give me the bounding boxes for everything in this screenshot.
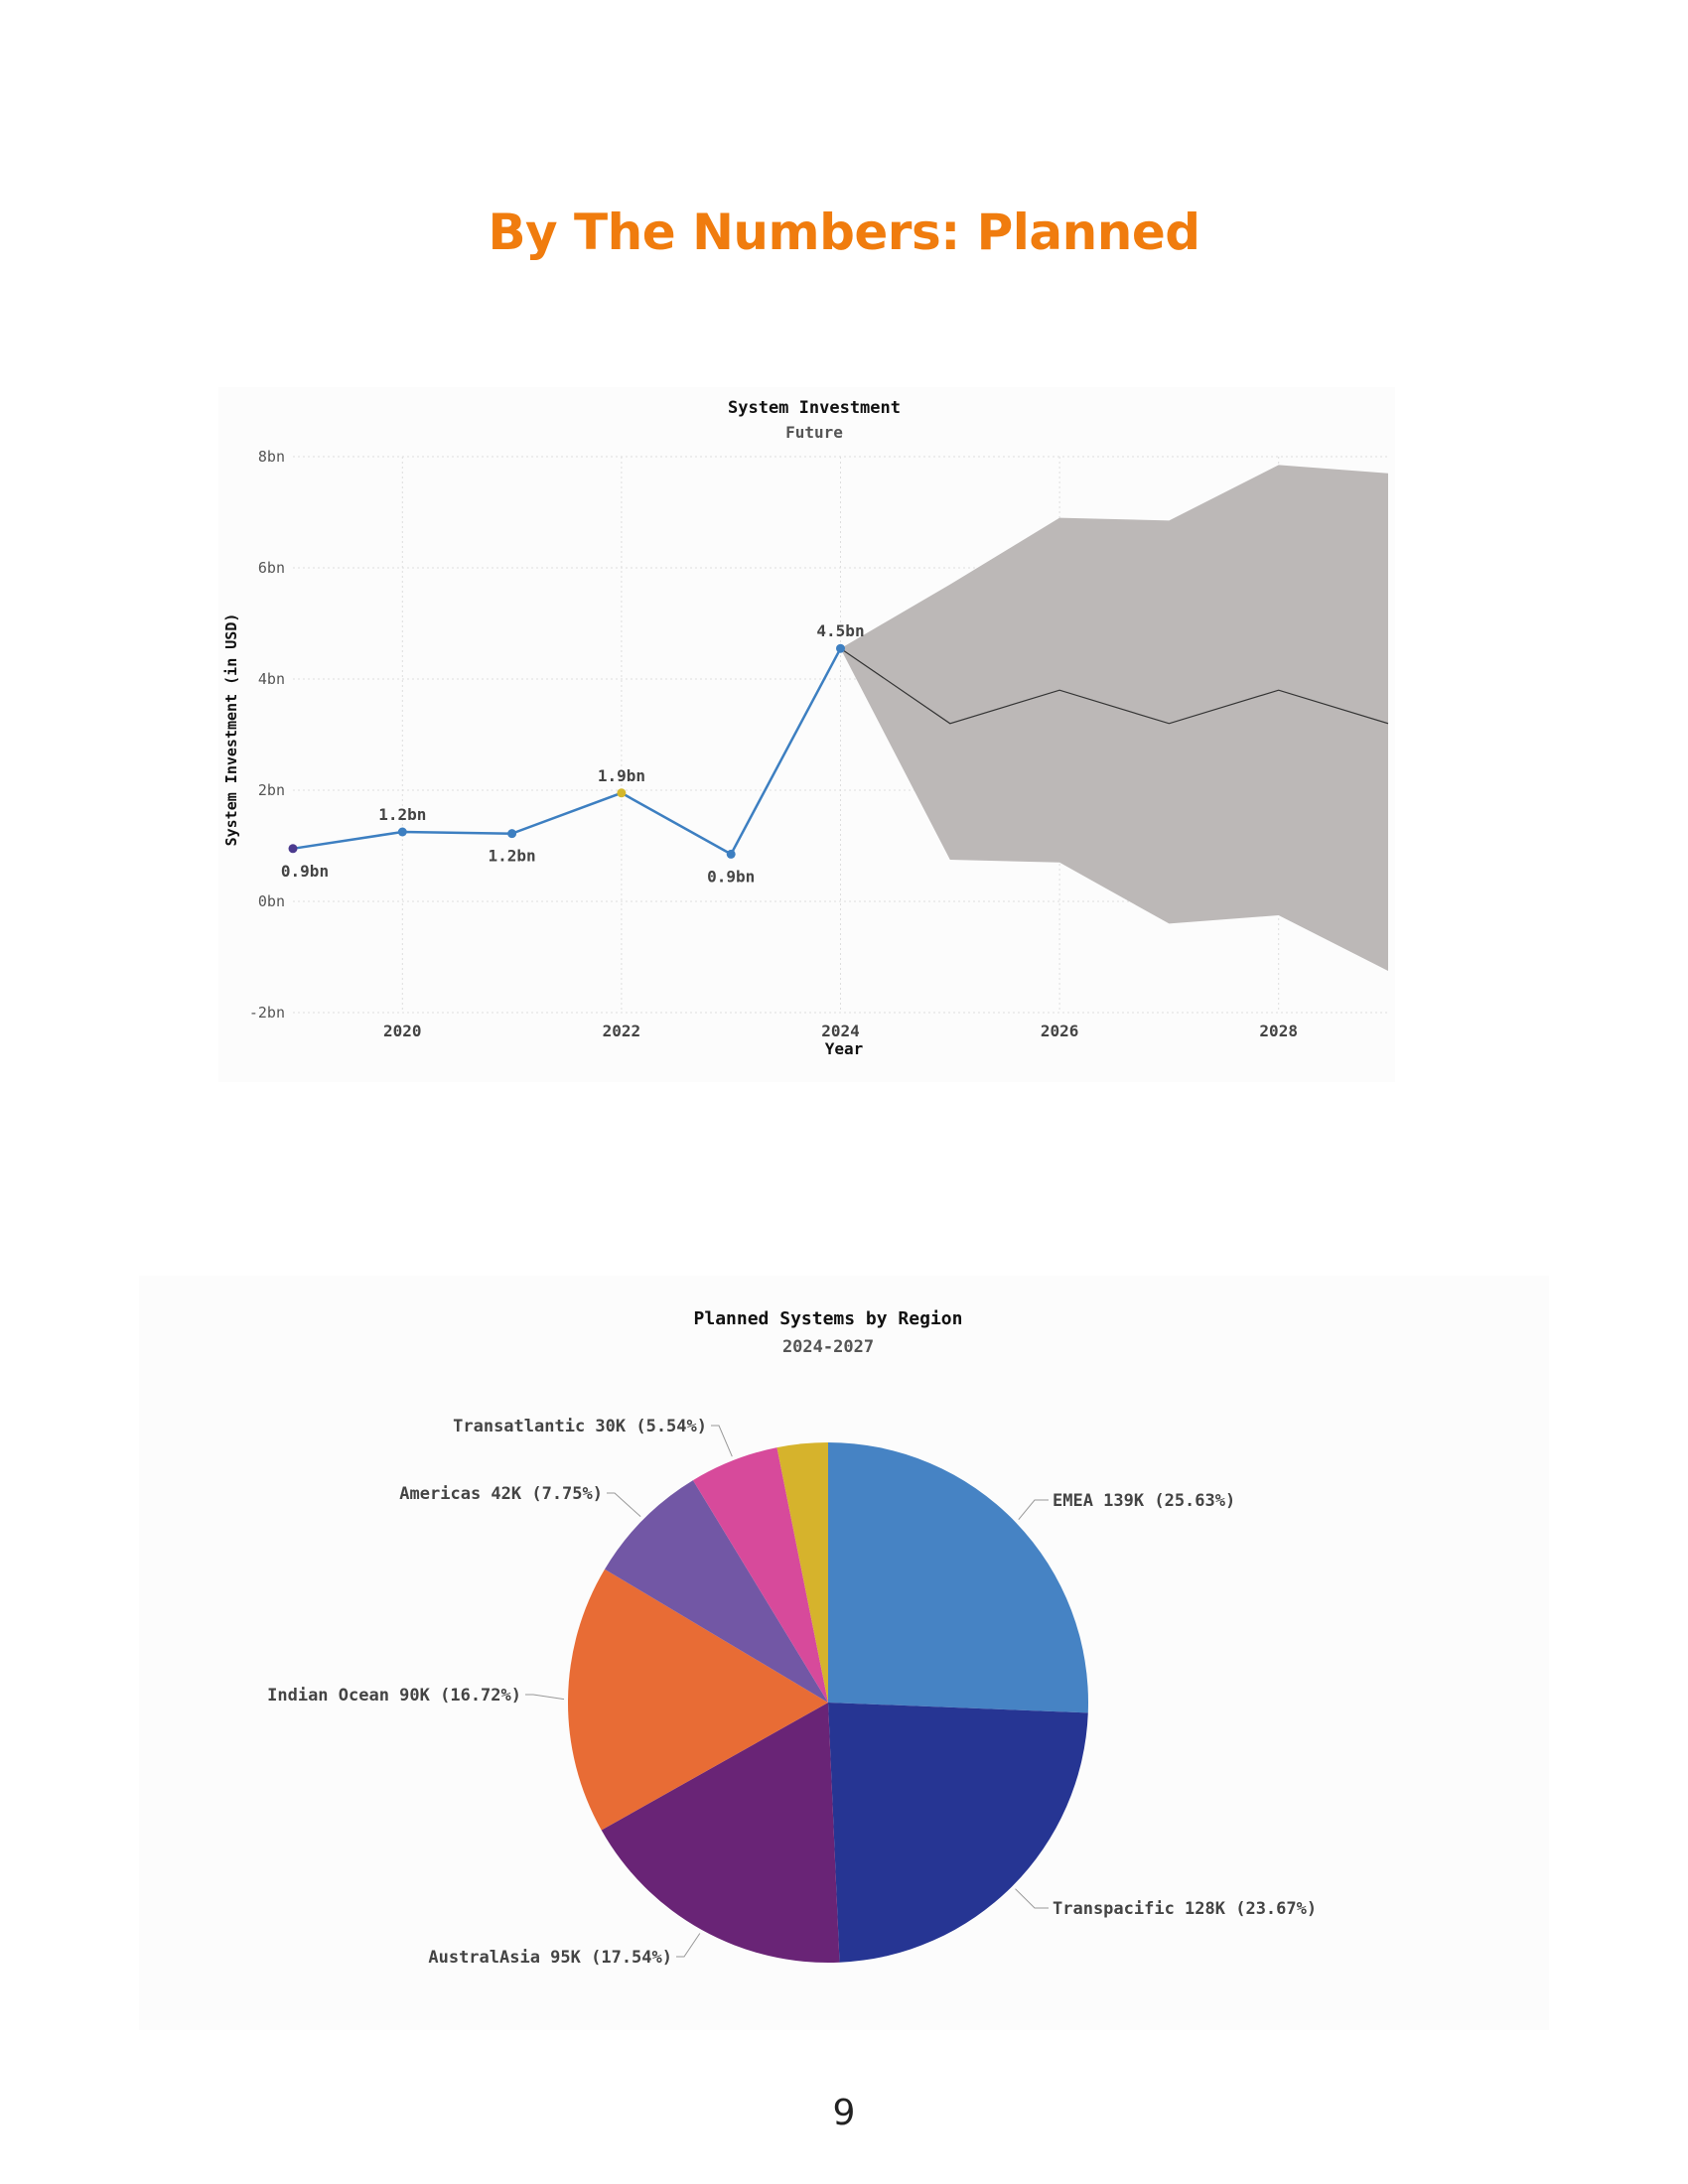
x-tick-label: 2022 bbox=[603, 1022, 641, 1040]
forecast-line bbox=[840, 647, 1389, 725]
y-tick-label: 6bn bbox=[258, 559, 285, 577]
data-label: 1.2bn bbox=[489, 847, 536, 866]
leader-line bbox=[1018, 1499, 1049, 1520]
system-investment-chart-panel: 0.9bn 1.2bn 1.2bn 1.9bn 0.9bn 4.5bn 2020 2022 2… bbox=[218, 387, 1395, 1082]
pie-slice bbox=[604, 1480, 828, 1703]
actual-series-line bbox=[292, 647, 842, 857]
y-tick-label: 8bn bbox=[258, 448, 285, 466]
y-tick-label: -2bn bbox=[249, 1004, 285, 1022]
data-point bbox=[507, 829, 517, 839]
data-point bbox=[288, 844, 298, 854]
data-label: 1.2bn bbox=[378, 805, 426, 824]
y-axis-label: System Investment (in USD) bbox=[222, 614, 240, 847]
chart-subtitle: 2024-2027 bbox=[782, 1337, 874, 1357]
y-tick-label: 0bn bbox=[258, 892, 285, 910]
page-title: By The Numbers: Planned bbox=[488, 204, 1200, 261]
y-tick-label: 2bn bbox=[258, 781, 285, 799]
chart-title: Planned Systems by Region bbox=[694, 1308, 963, 1329]
data-point bbox=[726, 849, 736, 859]
slice-label: AustralAsia 95K (17.54%) bbox=[428, 1948, 672, 1968]
system-investment-chart: 0.9bn 1.2bn 1.2bn 1.9bn 0.9bn 4.5bn 2020 2022 2… bbox=[222, 398, 1389, 1058]
slice-label: Transpacific 128K (23.67%) bbox=[1053, 1899, 1317, 1919]
y-tick-label: 4bn bbox=[258, 670, 285, 688]
leader-line bbox=[607, 1492, 641, 1518]
slice-label: Indian Ocean 90K (16.72%) bbox=[267, 1686, 521, 1706]
x-tick-label: 2024 bbox=[821, 1022, 860, 1040]
planned-systems-pie-chart: Planned Systems by Region 2024-2027 EMEA… bbox=[267, 1308, 1317, 1968]
leader-line bbox=[525, 1694, 565, 1701]
chart-title: System Investment bbox=[728, 398, 901, 418]
slice-label: Transatlantic 30K (5.54%) bbox=[453, 1417, 707, 1436]
data-label: 0.9bn bbox=[281, 862, 329, 881]
data-point bbox=[617, 788, 627, 798]
data-label: 1.9bn bbox=[598, 766, 645, 785]
data-label: 0.9bn bbox=[707, 867, 755, 886]
x-axis-label: Year bbox=[825, 1039, 864, 1058]
x-tick-label: 2026 bbox=[1041, 1022, 1079, 1040]
leader-line bbox=[711, 1425, 733, 1457]
slice-label: EMEA 139K (25.63%) bbox=[1053, 1491, 1235, 1511]
pie-slice bbox=[692, 1447, 828, 1703]
pie-slice bbox=[776, 1442, 828, 1703]
pie-slice bbox=[828, 1442, 1088, 1713]
forecast-confidence-band bbox=[840, 465, 1388, 971]
data-point bbox=[397, 827, 407, 837]
planned-systems-chart-panel: Planned Systems by Region 2024-2027 EMEA… bbox=[139, 1276, 1549, 2030]
pie-slice bbox=[828, 1703, 1088, 1963]
grid bbox=[293, 456, 1388, 1014]
page-number: 9 bbox=[832, 2093, 856, 2133]
data-point bbox=[836, 643, 845, 653]
x-tick-label: 2020 bbox=[383, 1022, 422, 1040]
data-label: 4.5bn bbox=[816, 621, 864, 640]
leader-line bbox=[1015, 1888, 1049, 1909]
x-tick-label: 2028 bbox=[1259, 1022, 1298, 1040]
leader-line bbox=[676, 1933, 701, 1958]
pie-slice bbox=[568, 1569, 828, 1831]
chart-subtitle: Future bbox=[785, 423, 843, 442]
slice-label: Americas 42K (7.75%) bbox=[399, 1484, 603, 1504]
pie-slice bbox=[601, 1703, 840, 1963]
